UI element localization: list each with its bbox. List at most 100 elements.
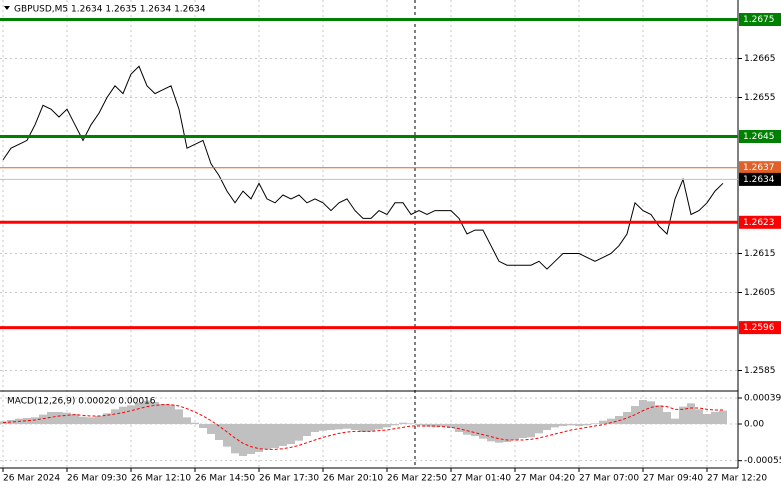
histogram-bar <box>47 412 55 424</box>
histogram-bar <box>655 405 663 424</box>
histogram-bar <box>495 424 503 443</box>
macd-title: MACD(12,26,9) 0.00020 0.00016 <box>7 397 156 407</box>
histogram-bar <box>583 424 591 426</box>
histogram-bar <box>311 424 319 432</box>
histogram-bar <box>663 412 671 424</box>
y-tick-label: 1.2585 <box>744 366 776 376</box>
histogram-bar <box>127 405 135 424</box>
marks: 1.2675 1.2645 1.2637 1.2634 1.2623 1.2596 <box>0 13 781 456</box>
histogram-bar <box>223 424 231 447</box>
histogram-bar <box>567 424 575 426</box>
histogram-bar <box>463 424 471 435</box>
histogram-bar <box>511 424 519 440</box>
histogram-bar <box>239 424 247 456</box>
x-tick-label: 26 Mar 09:30 <box>67 474 127 484</box>
histogram-bar <box>399 422 407 424</box>
histogram-bar <box>71 414 79 424</box>
histogram-bar <box>367 424 375 432</box>
histogram-bar <box>143 400 151 424</box>
price-line <box>2 65 724 270</box>
histogram-bar <box>679 406 687 424</box>
y-tick-label: 1.2605 <box>744 288 776 298</box>
histogram-bar <box>279 424 287 446</box>
level-label-box <box>739 321 781 335</box>
histogram-bar <box>215 424 223 440</box>
level-label-box <box>739 13 781 26</box>
x-tick-label: 27 Mar 04:20 <box>515 474 575 484</box>
histogram-bar <box>719 410 727 424</box>
x-tick-label: 26 Mar 2024 <box>3 474 60 484</box>
histogram-bar <box>471 424 479 436</box>
level-label: 1.2645 <box>743 132 775 142</box>
histogram-bar <box>327 424 335 430</box>
histogram-bar <box>639 400 647 424</box>
x-tick-label: 27 Mar 01:40 <box>451 474 511 484</box>
histogram-bar <box>31 417 39 424</box>
histogram-bar <box>159 404 167 424</box>
level-label-box <box>739 130 781 143</box>
histogram-bar <box>559 424 567 426</box>
y-tick-label: -0.00055 <box>744 456 781 466</box>
x-tick-label: 27 Mar 07:00 <box>579 474 639 484</box>
level-label: 1.2634 <box>743 175 775 185</box>
histogram-bar <box>319 424 327 431</box>
histogram-bar <box>295 424 303 441</box>
histogram-bar <box>487 424 495 442</box>
histogram-bar <box>183 417 191 424</box>
histogram-bar <box>607 418 615 424</box>
menu-icon <box>4 6 10 10</box>
histogram-bar <box>287 424 295 444</box>
histogram-bar <box>351 424 359 430</box>
histogram-bar <box>271 424 279 448</box>
histogram-bar <box>391 424 399 426</box>
histogram-bar <box>55 412 63 424</box>
histogram-bar <box>135 402 143 424</box>
histogram-bar <box>543 424 551 430</box>
level-label: 1.2623 <box>743 218 775 228</box>
histogram-bar <box>695 409 703 424</box>
histogram-bar <box>455 424 463 432</box>
histogram-bar <box>423 424 431 427</box>
histogram-bar <box>151 402 159 424</box>
histogram-bar <box>615 416 623 424</box>
histogram-bar <box>671 418 679 424</box>
histogram-bar <box>343 424 351 429</box>
histogram-bar <box>335 424 343 430</box>
chart-title: GBPUSD,M5 1.2634 1.2635 1.2634 1.2634 <box>14 5 206 15</box>
histogram-bar <box>103 413 111 424</box>
x-tick-label: 27 Mar 09:40 <box>643 474 703 484</box>
level-label: 1.2596 <box>743 323 775 333</box>
histogram-bar <box>703 414 711 424</box>
histogram-bar <box>247 424 255 454</box>
histogram-bar <box>111 409 119 424</box>
level-label-box <box>739 161 781 175</box>
histogram-bar <box>383 424 391 428</box>
histogram-bar <box>575 424 583 426</box>
histogram-bar <box>527 424 535 438</box>
level-label: 1.2637 <box>743 163 775 173</box>
x-tick-label: 27 Mar 12:20 <box>707 474 767 484</box>
histogram-bar <box>439 424 447 427</box>
histogram-bar <box>535 424 543 434</box>
y-tick-label: 0.00 <box>744 420 764 430</box>
x-tick-label: 26 Mar 22:50 <box>387 474 447 484</box>
histogram-bar <box>647 401 655 424</box>
histogram-bar <box>503 424 511 442</box>
y-tick-label: 0.00039 <box>744 394 781 404</box>
histogram-bar <box>359 424 367 432</box>
x-tick-label: 26 Mar 20:10 <box>323 474 383 484</box>
level-label-box <box>739 172 781 186</box>
histogram-bar <box>23 418 31 424</box>
level-label: 1.2675 <box>743 15 775 25</box>
histogram-bar <box>79 416 87 424</box>
histogram-bar <box>191 422 199 424</box>
histogram-bar <box>479 424 487 439</box>
y-tick-label: 1.2665 <box>744 54 776 64</box>
histogram-bar <box>199 424 207 428</box>
signal-line <box>2 404 723 450</box>
level-label-box <box>739 215 781 229</box>
histogram-bar <box>63 412 71 424</box>
histogram-bar <box>415 424 423 426</box>
histogram-bar <box>711 412 719 424</box>
